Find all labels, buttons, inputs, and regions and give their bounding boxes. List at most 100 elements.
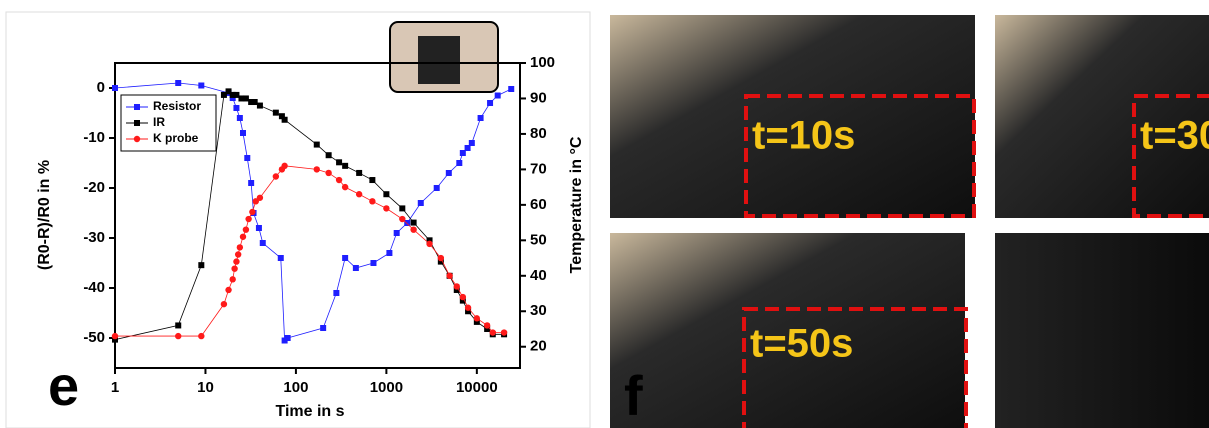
point xyxy=(245,215,252,223)
point xyxy=(175,80,182,86)
point xyxy=(111,332,119,340)
point xyxy=(356,169,363,176)
point xyxy=(355,191,363,198)
point xyxy=(242,95,249,102)
point xyxy=(242,226,250,233)
point xyxy=(410,226,417,233)
point xyxy=(229,276,236,283)
point xyxy=(281,162,288,170)
point xyxy=(473,315,481,322)
point xyxy=(341,183,349,191)
point xyxy=(281,337,288,344)
point xyxy=(234,251,242,258)
point xyxy=(272,173,280,180)
point xyxy=(437,254,445,262)
point xyxy=(342,255,349,261)
point xyxy=(229,91,236,98)
y2-tick-label: 100 xyxy=(530,54,555,71)
point xyxy=(426,240,433,248)
point xyxy=(236,115,243,121)
y2-axis-label: Temperature in °C xyxy=(568,136,585,273)
point xyxy=(259,240,266,246)
y2-tick-label: 80 xyxy=(530,125,547,142)
point xyxy=(220,300,228,308)
point xyxy=(198,262,205,269)
point xyxy=(417,200,424,206)
point xyxy=(393,230,400,236)
panel-label: f xyxy=(624,364,643,427)
point xyxy=(404,220,411,226)
x-tick-label: 1000 xyxy=(370,379,403,396)
point xyxy=(236,244,244,251)
point xyxy=(225,88,232,95)
x-tick-label: 10000 xyxy=(456,379,498,396)
panel-frame xyxy=(5,11,591,428)
point xyxy=(233,105,240,111)
legend-marker xyxy=(134,120,140,126)
point xyxy=(333,290,340,296)
y-tick-label: -20 xyxy=(83,179,105,196)
point xyxy=(238,95,245,102)
point xyxy=(336,159,343,166)
plot-frame xyxy=(114,62,521,369)
y-tick-label: -50 xyxy=(83,329,105,346)
point xyxy=(284,335,291,341)
point xyxy=(325,152,332,159)
point xyxy=(369,177,376,184)
point xyxy=(198,82,205,89)
legend-marker xyxy=(133,135,141,143)
point xyxy=(433,185,440,191)
inset-cup xyxy=(418,36,460,84)
point xyxy=(231,265,238,272)
point xyxy=(251,99,258,106)
y2-tick-label: 90 xyxy=(530,89,547,106)
y2-tick-label: 60 xyxy=(530,196,547,213)
point xyxy=(342,162,349,169)
point xyxy=(494,92,501,99)
legend-label: IR xyxy=(153,115,165,129)
point xyxy=(313,166,320,173)
photo xyxy=(995,233,1209,428)
point xyxy=(370,260,377,266)
point xyxy=(278,113,285,120)
point xyxy=(256,102,263,109)
legend-marker xyxy=(134,104,140,110)
point xyxy=(453,283,460,290)
point xyxy=(445,170,452,176)
legend-label: K probe xyxy=(153,131,199,145)
point xyxy=(464,304,472,311)
x-tick-label: 100 xyxy=(283,379,308,396)
point xyxy=(383,205,390,212)
y-tick-label: -30 xyxy=(83,229,105,246)
x-tick-label: 1 xyxy=(111,379,119,396)
point xyxy=(484,325,491,332)
y2-tick-label: 20 xyxy=(530,338,547,355)
point xyxy=(233,91,240,98)
photo-label: t=50s xyxy=(750,322,853,366)
point xyxy=(248,99,255,106)
point xyxy=(220,91,227,98)
point xyxy=(175,332,182,340)
point xyxy=(244,155,251,161)
legend-label: Resistor xyxy=(153,99,201,113)
x-axis-label: Time in s xyxy=(275,403,344,420)
point xyxy=(383,191,390,198)
point xyxy=(399,215,406,223)
y2-tick-label: 30 xyxy=(530,302,547,319)
point xyxy=(272,109,279,116)
panel-label: e xyxy=(48,354,79,417)
photo xyxy=(610,233,965,428)
y-tick-label: 0 xyxy=(97,79,105,96)
zoom-box xyxy=(1132,94,1209,218)
point xyxy=(399,205,406,212)
point xyxy=(229,95,236,101)
point xyxy=(410,219,417,226)
point xyxy=(437,258,444,265)
point xyxy=(248,180,255,186)
x-tick-label: 10 xyxy=(197,379,214,396)
point xyxy=(446,272,453,279)
point xyxy=(369,198,376,205)
point xyxy=(175,322,182,329)
point xyxy=(352,265,359,271)
